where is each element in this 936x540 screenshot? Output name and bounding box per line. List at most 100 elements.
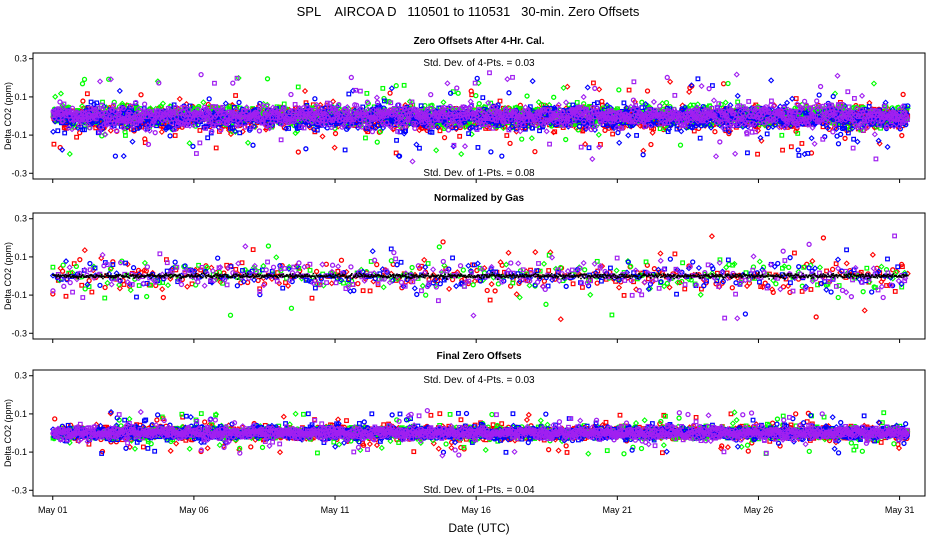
data-point-violet	[132, 113, 139, 121]
data-point-violet	[398, 118, 405, 125]
data-point-red	[332, 130, 339, 137]
data-point-violet	[98, 124, 104, 130]
data-point-violet	[297, 115, 305, 122]
data-point-blue	[190, 143, 196, 150]
data-point-violet	[185, 118, 192, 125]
data-point-blue	[725, 128, 733, 135]
data-point-green	[500, 125, 507, 132]
data-point-violet	[145, 141, 152, 148]
data-point-violet	[327, 101, 333, 107]
data-point-blue	[222, 100, 229, 107]
data-point-violet	[116, 109, 123, 116]
data-point-blue	[349, 87, 357, 94]
data-point-violet	[406, 112, 412, 118]
data-point-red	[899, 132, 905, 139]
data-point-blue	[94, 100, 100, 106]
data-point-blue	[787, 122, 794, 130]
data-point-blue	[236, 99, 242, 106]
data-point-blue	[582, 125, 590, 133]
data-point-blue	[342, 147, 348, 153]
data-point-green	[581, 101, 587, 107]
data-point-violet	[107, 76, 114, 83]
y-tick-label: -0.1	[11, 130, 27, 140]
data-point-blue	[594, 100, 600, 106]
data-point-blue	[707, 124, 715, 131]
data-point-green	[735, 99, 741, 105]
y-tick-label: 0.1	[14, 92, 27, 102]
data-point-blue	[665, 126, 673, 133]
data-point-violet	[291, 108, 297, 114]
data-point-violet	[320, 117, 326, 123]
data-point-violet	[102, 131, 109, 138]
data-point-blue	[789, 95, 796, 102]
data-point-violet	[268, 114, 275, 121]
data-point-green	[854, 104, 860, 110]
data-point-violet	[68, 126, 76, 133]
data-point-blue	[576, 123, 583, 130]
data-point-violet	[393, 108, 399, 113]
data-point-blue	[62, 130, 68, 136]
data-point-green	[78, 103, 86, 110]
data-point-blue	[112, 153, 119, 159]
data-point-green	[401, 82, 407, 88]
data-point-red	[686, 88, 693, 96]
data-point-violet	[89, 106, 96, 113]
figure-title: SPL AIRCOA D 110501 to 110531 30-min. Ze…	[297, 4, 640, 19]
data-point-violet	[396, 102, 402, 108]
data-point-violet	[278, 121, 285, 128]
data-point-violet	[190, 116, 196, 122]
data-point-blue	[230, 125, 235, 131]
data-point-violet	[348, 74, 354, 81]
data-point-blue	[824, 124, 831, 132]
data-point-violet	[245, 118, 252, 125]
data-point-blue	[314, 127, 320, 133]
data-point-blue	[902, 103, 908, 109]
data-point-green	[455, 90, 461, 96]
data-point-green	[100, 99, 105, 105]
data-point-violet	[288, 91, 294, 98]
data-point-green	[595, 131, 602, 138]
data-point-red	[63, 125, 69, 131]
data-point-violet	[361, 115, 369, 122]
data-point-blue	[466, 131, 472, 137]
data-point-red	[649, 129, 656, 136]
data-point-red	[416, 127, 423, 134]
data-point-blue	[396, 153, 403, 159]
data-point-violet	[66, 109, 74, 116]
data-point-violet	[218, 127, 224, 133]
data-point-blue	[413, 141, 420, 148]
data-point-blue	[768, 77, 775, 84]
data-point-violet	[119, 124, 127, 131]
data-point-blue	[734, 92, 741, 99]
data-point-green	[81, 76, 88, 83]
data-point-violet	[150, 118, 157, 125]
data-point-green	[440, 99, 447, 106]
data-point-violet	[359, 109, 367, 116]
data-point-blue	[394, 137, 399, 143]
data-point-blue	[695, 76, 701, 82]
data-point-green	[488, 100, 494, 106]
data-point-blue	[884, 143, 891, 151]
data-point-violet	[156, 80, 162, 86]
data-point-blue	[808, 135, 815, 142]
data-point-violet	[107, 114, 113, 120]
data-point-red	[233, 93, 238, 98]
data-point-blue	[522, 126, 528, 132]
data-point-violet	[116, 108, 122, 114]
data-point-violet	[171, 126, 178, 133]
data-point-red	[900, 91, 906, 98]
data-point-violet	[359, 124, 365, 130]
data-point-violet	[113, 112, 120, 119]
data-point-violet	[218, 105, 225, 112]
data-point-violet	[262, 122, 269, 129]
data-point-red	[387, 90, 393, 96]
data-point-violet	[319, 121, 326, 128]
data-point-blue	[565, 123, 572, 130]
data-point-red	[441, 134, 448, 141]
data-point-violet	[142, 126, 149, 133]
data-point-red	[667, 78, 674, 85]
data-point-violet	[211, 123, 217, 129]
data-point-green	[677, 142, 684, 148]
data-point-green	[639, 99, 645, 105]
data-point-violet	[349, 122, 355, 128]
